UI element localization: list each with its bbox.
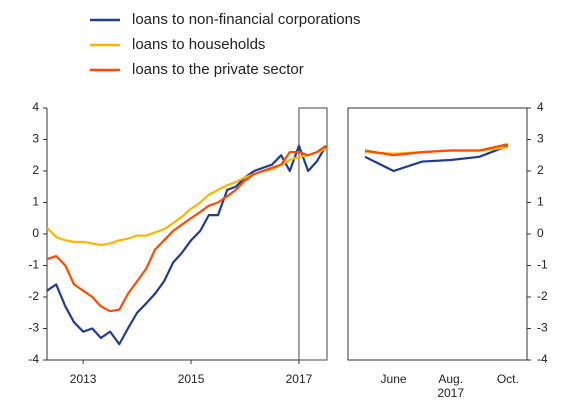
y-tick-label: -4 xyxy=(537,352,548,366)
series-line xyxy=(46,147,327,247)
series-line xyxy=(46,144,327,313)
x-tick-label: 2015 xyxy=(178,372,205,386)
y-tick-label: -4 xyxy=(28,352,39,366)
legend-label: loans to households xyxy=(132,36,265,53)
y-tick-label: 0 xyxy=(537,226,544,240)
x-tick-label: June xyxy=(381,372,407,386)
legend-label: loans to non-financial corporations xyxy=(132,11,360,28)
y-tick-label: 1 xyxy=(537,195,544,209)
y-tick-label: -3 xyxy=(537,321,548,335)
y-tick-label: -1 xyxy=(537,258,548,272)
y-tick-label: -3 xyxy=(28,321,39,335)
y-tick-label: 1 xyxy=(32,195,39,209)
series-line xyxy=(46,144,327,346)
highlight-box xyxy=(298,107,328,361)
y-tick-label: -2 xyxy=(537,289,548,303)
x-tick-label: Aug. xyxy=(438,372,463,386)
x-tick-label: Oct. xyxy=(497,372,519,386)
y-tick-label: 3 xyxy=(32,132,39,146)
y-tick-label: 4 xyxy=(537,100,544,114)
y-tick-label: -1 xyxy=(28,258,39,272)
y-tick-label: 4 xyxy=(32,100,39,114)
series-line xyxy=(364,144,509,173)
legend-label: loans to the private sector xyxy=(132,61,304,78)
x-tick-label: 2017 xyxy=(286,372,313,386)
x-tick-label: 2013 xyxy=(70,372,97,386)
x-axis-label: 2017 xyxy=(437,386,464,400)
y-tick-label: 0 xyxy=(32,226,39,240)
y-tick-label: 2 xyxy=(537,163,544,177)
y-tick-label: -2 xyxy=(28,289,39,303)
y-tick-label: 3 xyxy=(537,132,544,146)
y-tick-label: 2 xyxy=(32,163,39,177)
series-line xyxy=(364,143,509,157)
